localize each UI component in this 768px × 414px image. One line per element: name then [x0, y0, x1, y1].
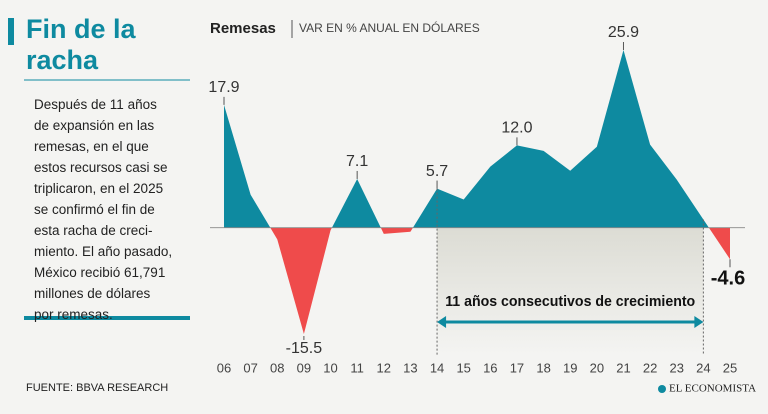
x-tick-label: 10	[323, 360, 337, 375]
arrow-head	[437, 316, 447, 328]
body-line: se confirmó el fin de	[34, 202, 155, 217]
body-line: esta racha de creci-	[34, 223, 153, 238]
body-line: México recibió 61,791	[34, 265, 166, 280]
arrow-head	[694, 316, 704, 328]
x-tick-label: 15	[456, 360, 470, 375]
brand: EL ECONOMISTA	[669, 383, 756, 395]
x-tick-label: 19	[563, 360, 577, 375]
body-line: millones de dólares	[34, 286, 151, 301]
x-tick-label: 07	[243, 360, 257, 375]
title-accent	[8, 18, 14, 45]
body-line: Después de 11 años	[34, 97, 157, 112]
body-line: triplicaron, en el 2025	[34, 181, 164, 196]
x-tick-label: 25	[723, 360, 737, 375]
source: FUENTE: BBVA RESEARCH	[26, 382, 168, 394]
highlight-region	[437, 227, 704, 355]
annotation: 11 años consecutivos de crecimiento	[445, 293, 695, 310]
x-tick-label: 12	[377, 360, 391, 375]
chart-title: Remesas	[210, 20, 276, 37]
x-tick-label: 22	[643, 360, 657, 375]
area-negative	[270, 227, 730, 334]
x-tick-label: 11	[350, 360, 364, 375]
body-line: estos recursos casi se	[34, 160, 168, 175]
panel-title: Fin de la racha	[26, 14, 136, 75]
body-line: de expansión en las	[34, 118, 155, 133]
x-tick-label: 14	[430, 360, 444, 375]
value-label: 7.1	[346, 153, 368, 170]
value-label: -15.5	[286, 340, 323, 357]
value-label: 17.9	[208, 79, 239, 96]
x-tick-label: 13	[403, 360, 417, 375]
x-tick-label: 23	[670, 360, 684, 375]
value-label: 5.7	[426, 163, 448, 180]
x-tick-label: 24	[696, 360, 710, 375]
value-label: -4.6	[711, 268, 745, 290]
area-positive	[224, 50, 730, 228]
body-line: remesas, en el que	[34, 139, 149, 154]
brand-logo	[658, 385, 666, 393]
panel-body: Después de 11 años de expansión en las rem…	[34, 94, 194, 325]
value-label: 25.9	[608, 24, 639, 41]
x-tick-label: 17	[510, 360, 524, 375]
x-tick-label: 09	[297, 360, 311, 375]
x-tick-label: 16	[483, 360, 497, 375]
x-tick-label: 08	[270, 360, 284, 375]
x-tick-label: 06	[217, 360, 231, 375]
body-line: por remesas.	[34, 307, 113, 322]
x-tick-label: 18	[536, 360, 550, 375]
chart-subtitle: VAR EN % ANUAL EN DÓLARES	[299, 20, 480, 35]
x-tick-label: 21	[616, 360, 630, 375]
x-tick-label: 20	[590, 360, 604, 375]
value-label: 12.0	[501, 120, 532, 137]
body-line: miento. El año pasado,	[34, 244, 173, 259]
